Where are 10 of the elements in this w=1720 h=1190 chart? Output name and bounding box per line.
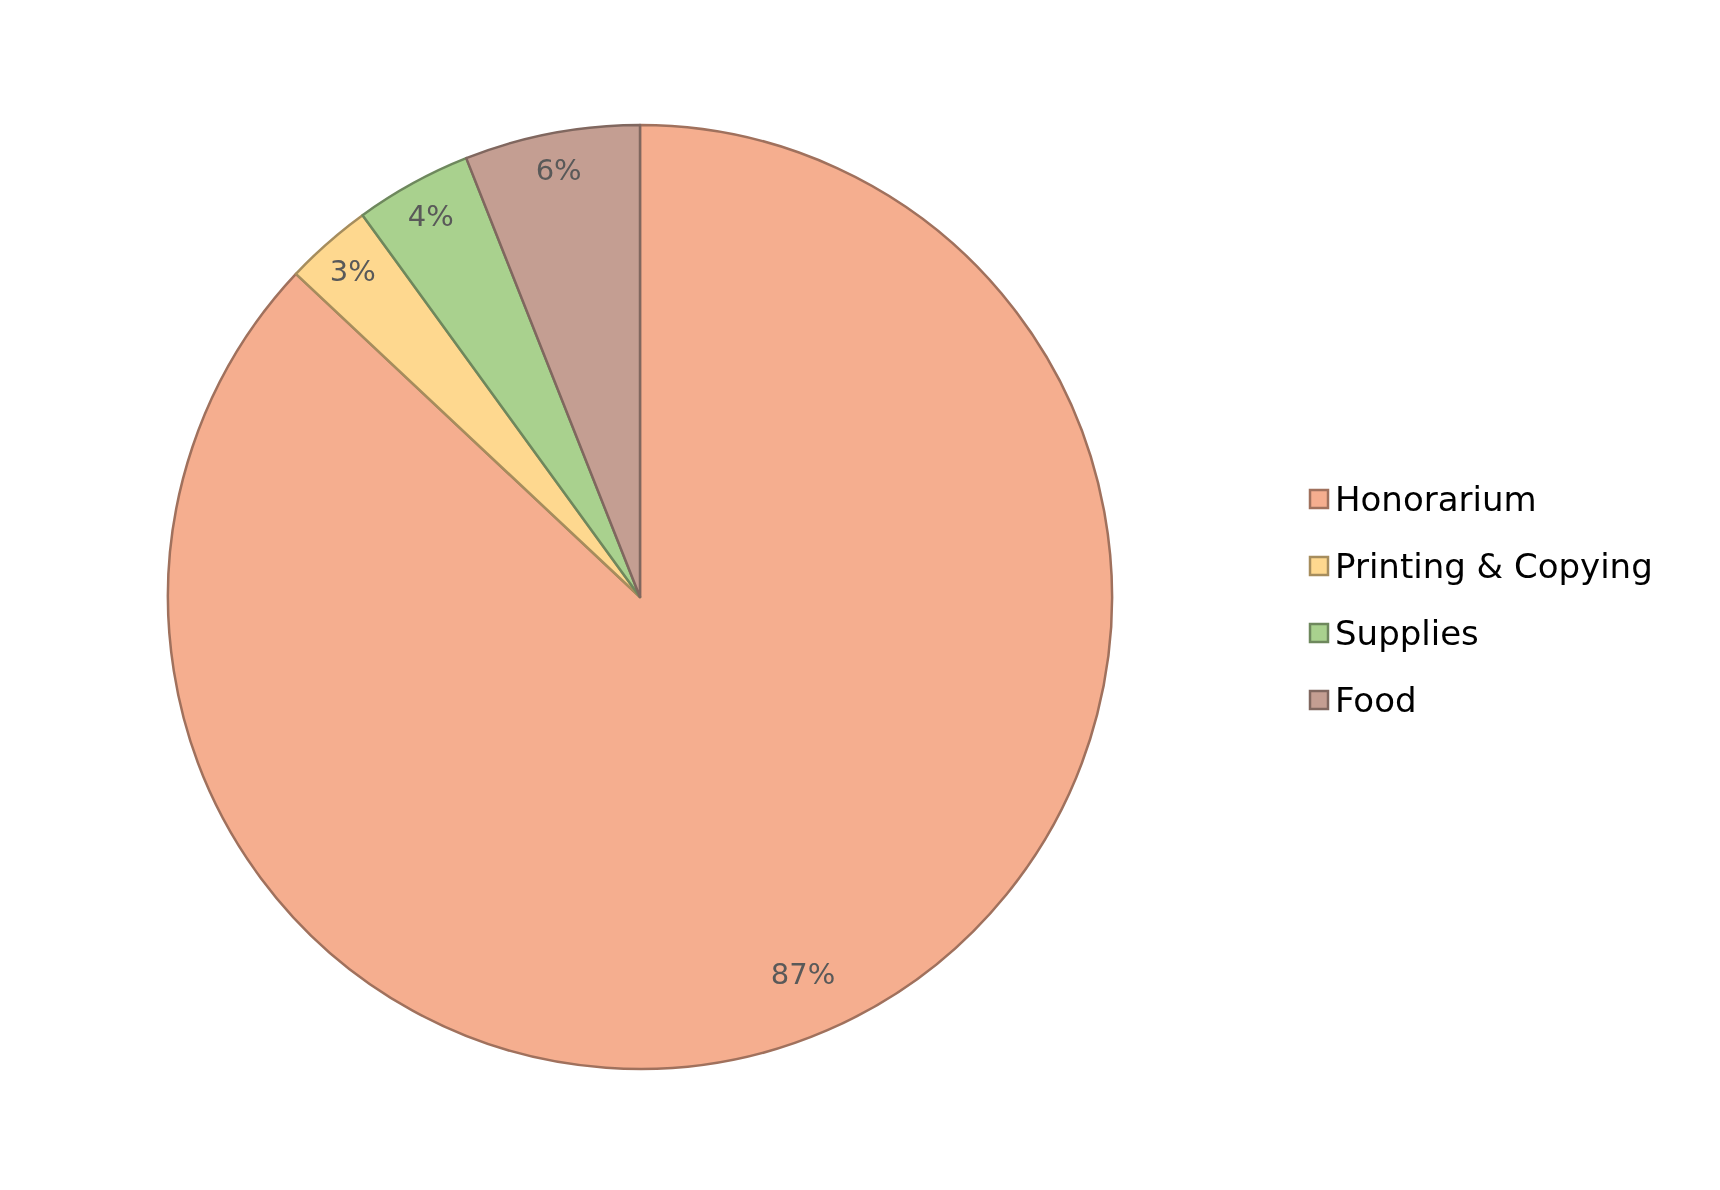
legend-label: Supplies <box>1335 613 1479 653</box>
legend-label: Honorarium <box>1335 479 1537 519</box>
data-label: 6% <box>535 153 582 188</box>
pie-slice <box>166 123 1113 1070</box>
data-label: 87% <box>770 956 836 991</box>
pie-slice <box>465 123 642 599</box>
data-label: 4% <box>407 199 454 234</box>
legend-label: Printing & Copying <box>1335 546 1653 586</box>
data-label: 3% <box>329 254 376 289</box>
legend-label: Food <box>1335 680 1417 720</box>
